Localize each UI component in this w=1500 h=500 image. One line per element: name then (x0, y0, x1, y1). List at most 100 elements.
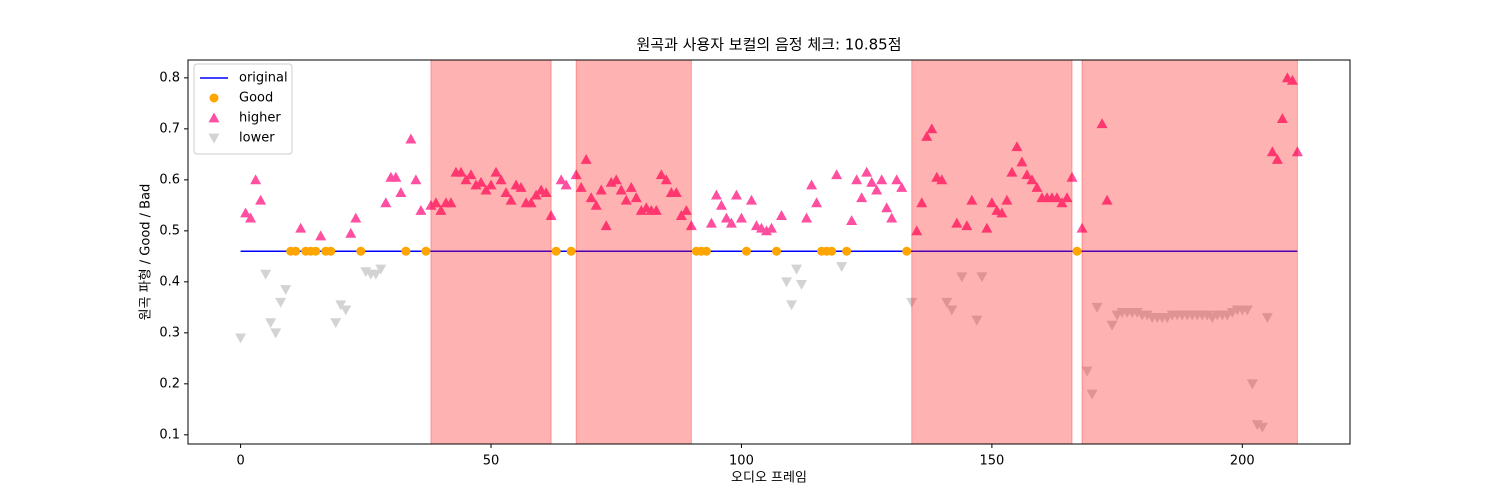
y-tick-label: 0.2 (159, 376, 180, 391)
point (405, 133, 417, 144)
point (1006, 166, 1018, 177)
point (961, 220, 973, 231)
point (615, 184, 627, 195)
point (1081, 366, 1093, 377)
point (326, 246, 336, 256)
point (861, 166, 873, 177)
point (545, 210, 557, 220)
point (976, 272, 988, 283)
point (891, 174, 903, 185)
x-tick-label: 200 (1230, 454, 1255, 469)
point (776, 210, 788, 220)
point (926, 123, 938, 134)
point (335, 300, 347, 311)
point (375, 264, 387, 275)
point (315, 230, 327, 241)
point (655, 169, 667, 180)
point (1072, 246, 1082, 256)
point (941, 297, 953, 308)
point (360, 267, 372, 278)
point (876, 174, 888, 185)
point (356, 246, 366, 256)
point (650, 204, 662, 215)
plot-frame (187, 59, 1351, 445)
point (260, 269, 272, 280)
point (401, 246, 411, 256)
legend-swatch (208, 133, 220, 144)
point (311, 246, 321, 256)
point (255, 194, 267, 205)
legend-label: higher (239, 111, 281, 126)
point (1261, 313, 1273, 324)
point (1061, 192, 1073, 203)
point (1131, 308, 1143, 318)
point (886, 212, 898, 223)
point (956, 272, 968, 283)
point (1101, 194, 1113, 205)
point (235, 333, 247, 344)
point (831, 169, 843, 180)
point (680, 204, 692, 215)
point (836, 262, 848, 273)
point (1286, 74, 1298, 85)
point (390, 171, 402, 182)
span (1081, 59, 1298, 445)
point (490, 166, 502, 177)
point (570, 169, 582, 180)
point (340, 305, 352, 316)
point (906, 297, 918, 308)
legend-label: Good (239, 91, 273, 106)
point (725, 217, 737, 228)
point (635, 204, 647, 215)
point (1051, 192, 1063, 203)
point (291, 246, 301, 256)
legend-box (193, 63, 293, 155)
point (250, 174, 262, 185)
point (1141, 310, 1153, 321)
point (480, 184, 492, 195)
point (715, 199, 727, 210)
point (827, 246, 837, 256)
point (1021, 169, 1033, 180)
point (946, 305, 958, 316)
point (540, 187, 552, 197)
x-axis-label: 오디오 프레임 (731, 471, 807, 486)
point (772, 246, 782, 256)
point (730, 189, 742, 200)
point (660, 174, 672, 185)
point (610, 174, 622, 185)
point (1256, 422, 1268, 433)
x-tick-label: 150 (979, 454, 1004, 469)
point (590, 199, 602, 210)
point (791, 264, 803, 275)
point (575, 181, 587, 192)
point (936, 174, 948, 185)
point (460, 174, 472, 185)
point (981, 222, 993, 233)
point (916, 197, 928, 208)
y-tick-label: 0.8 (159, 70, 180, 85)
point (1241, 305, 1253, 316)
point (902, 246, 912, 256)
point (470, 179, 482, 190)
point (881, 202, 893, 213)
point (525, 197, 537, 208)
point (846, 215, 858, 226)
legend: original Good higher lower (193, 63, 293, 155)
legend-label: original (239, 71, 288, 86)
point (1266, 146, 1278, 157)
point (1066, 171, 1078, 182)
point (495, 174, 507, 185)
y-tick-label: 0.7 (159, 121, 180, 136)
point (295, 222, 307, 233)
point (580, 153, 592, 164)
point (971, 315, 983, 326)
point (741, 246, 751, 256)
point (585, 192, 597, 203)
point (1016, 156, 1028, 167)
point (996, 207, 1008, 218)
point (1251, 420, 1263, 431)
point (1096, 118, 1108, 129)
point (630, 192, 642, 203)
